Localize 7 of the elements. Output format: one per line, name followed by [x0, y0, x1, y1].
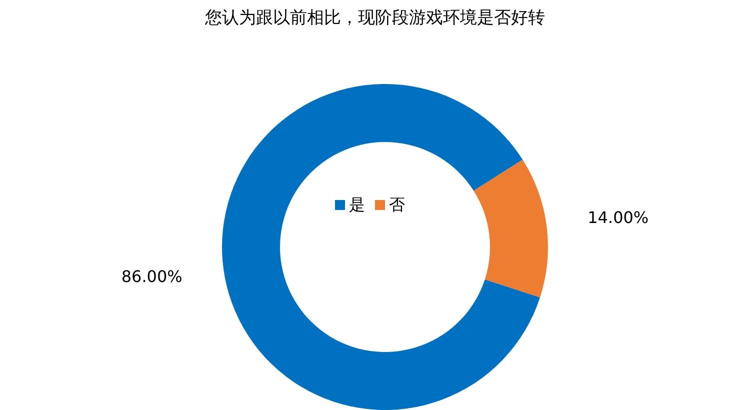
data-label: 86.00%	[121, 266, 182, 286]
donut-slice	[474, 160, 548, 298]
donut-slice	[222, 84, 540, 410]
legend-label: 是	[349, 194, 365, 214]
legend-label: 否	[389, 194, 405, 214]
data-label: 14.00%	[588, 208, 649, 228]
chart-title: 您认为跟以前相比，现阶段游戏环境是否好转	[204, 7, 546, 29]
